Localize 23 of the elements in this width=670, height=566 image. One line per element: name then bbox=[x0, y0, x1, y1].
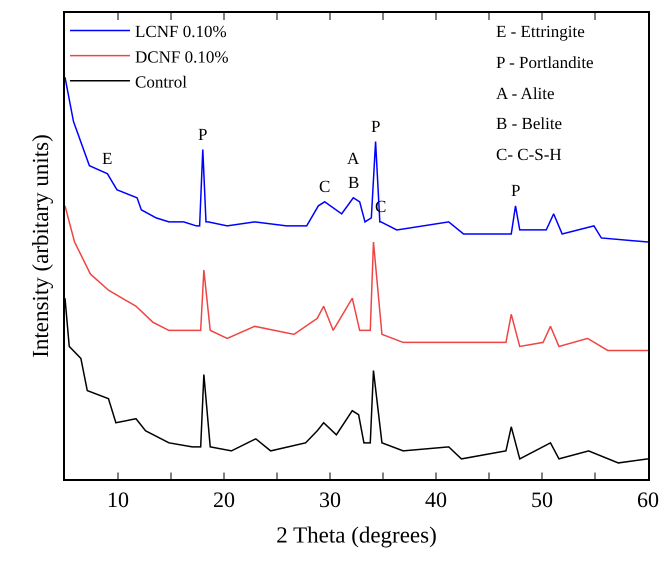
x-tick-label: 60 bbox=[637, 487, 659, 512]
annotation: P bbox=[198, 125, 208, 144]
text: P - Portlandite bbox=[496, 53, 594, 72]
annotation: C- C-S-H bbox=[496, 145, 562, 164]
x-tick-label: 20 bbox=[213, 487, 235, 512]
x-axis-title: 2 Theta (degrees) bbox=[276, 522, 437, 548]
x-tick-label: 40 bbox=[425, 487, 447, 512]
text: E - Ettringite bbox=[496, 22, 585, 41]
annotation: P bbox=[371, 117, 380, 136]
y-axis-title: Intensity (arbitary units) bbox=[28, 134, 54, 358]
annotation: C bbox=[319, 177, 330, 196]
annotation: A bbox=[347, 149, 360, 168]
x-tick-label: 10 bbox=[107, 487, 129, 512]
annotation: E bbox=[102, 149, 112, 168]
annotation: B bbox=[348, 173, 360, 192]
annotation: P bbox=[511, 181, 520, 200]
legend-label: DCNF 0.10% bbox=[135, 47, 229, 66]
legend-label: LCNF 0.10% bbox=[135, 22, 227, 42]
annotation: B - Belite bbox=[496, 114, 562, 133]
legend-label: Control bbox=[135, 72, 188, 92]
x-tick-label: 30 bbox=[319, 487, 341, 512]
annotation: A - Alite bbox=[496, 84, 555, 103]
x-tick-label: 50 bbox=[531, 487, 553, 512]
